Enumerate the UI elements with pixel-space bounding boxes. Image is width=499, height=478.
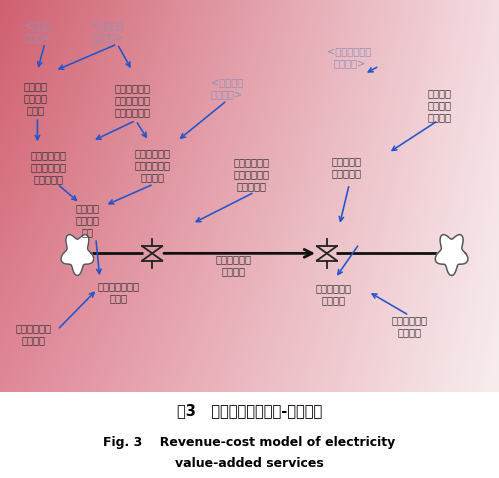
Text: 电力增值服务
业务成本: 电力增值服务 业务成本	[315, 283, 351, 305]
Text: 电力增值服务
固定成本: 电力增值服务 固定成本	[391, 315, 427, 337]
Text: 电网代理用户
延伸电力增值
服务转化率: 电网代理用户 延伸电力增值 服务转化率	[234, 157, 270, 192]
Text: 电力增值服务
业务利润: 电力增值服务 业务利润	[216, 254, 251, 276]
Polygon shape	[435, 235, 468, 275]
Text: 非电网代理售
电电力增值服
务用户规模: 非电网代理售 电电力增值服 务用户规模	[31, 150, 67, 185]
Text: 电力增值服
务变动成本: 电力增值服 务变动成本	[332, 156, 362, 178]
Text: 非电网代
理售电用
户规模: 非电网代 理售电用 户规模	[24, 81, 48, 115]
Text: 电力增值业务
服务价格: 电力增值业务 服务价格	[16, 324, 52, 346]
Text: <电量代理
用户规模>: <电量代理 用户规模>	[91, 20, 123, 42]
Text: <电量代理
用户规模>: <电量代理 用户规模>	[211, 77, 243, 99]
Text: Fig. 3    Revenue-cost model of electricity: Fig. 3 Revenue-cost model of electricity	[103, 435, 396, 449]
Text: 电力增值服务业
务收入: 电力增值服务业 务收入	[98, 282, 140, 304]
Text: 图3   电力增值服务收入-成本模型: 图3 电力增值服务收入-成本模型	[177, 403, 322, 419]
Text: 单个电力
增值业务
变动成本: 单个电力 增值业务 变动成本	[427, 88, 451, 122]
Text: <零售用
户规模>: <零售用 户规模>	[24, 20, 50, 42]
Text: 电网代理售电
电力增值服务
用户规模: 电网代理售电 电力增值服务 用户规模	[134, 148, 170, 182]
Polygon shape	[61, 235, 94, 275]
Text: 电力增值
业务用户
规模: 电力增值 业务用户 规模	[75, 203, 99, 237]
Text: 非电网代理用
户延伸电力增
值服务转化率: 非电网代理用 户延伸电力增 值服务转化率	[114, 83, 150, 118]
Text: <电力增值业务
用户规模>: <电力增值业务 用户规模>	[327, 46, 371, 68]
Text: value-added services: value-added services	[175, 457, 324, 470]
